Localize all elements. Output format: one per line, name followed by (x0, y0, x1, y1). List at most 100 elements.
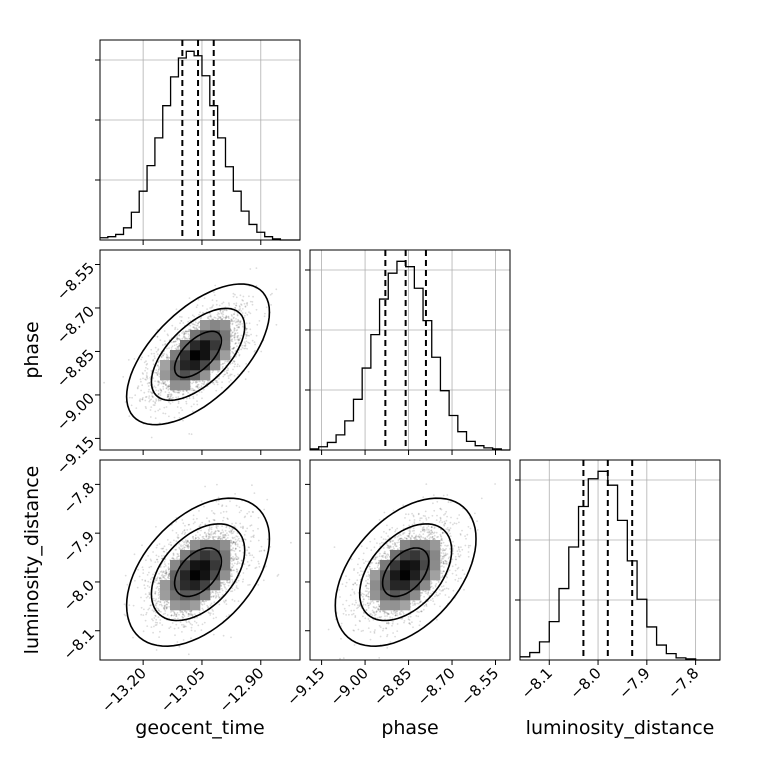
sample-point (228, 381, 231, 383)
sample-point (194, 630, 196, 632)
sample-point (231, 557, 233, 560)
sample-point (185, 402, 188, 405)
sample-point (196, 531, 199, 534)
sample-point (212, 370, 215, 372)
sample-point (170, 609, 173, 612)
sample-point (144, 369, 147, 372)
sample-point (150, 436, 153, 439)
sample-point (183, 338, 186, 340)
sample-point (230, 319, 233, 321)
sample-point (236, 338, 239, 341)
sample-point (199, 523, 202, 526)
sample-point (228, 527, 231, 529)
sample-point (220, 312, 222, 314)
sample-point (245, 322, 248, 325)
sample-point (183, 529, 186, 531)
sample-point (233, 328, 236, 331)
sample-point (177, 555, 179, 558)
sample-point (237, 334, 240, 337)
panel-background (100, 40, 300, 240)
sample-point (148, 591, 151, 594)
sample-point (176, 335, 178, 338)
sample-point (176, 346, 179, 349)
sample-point (219, 309, 222, 312)
sample-point (242, 578, 245, 581)
sample-point (156, 373, 159, 376)
sample-point (166, 354, 169, 357)
sample-point (231, 322, 234, 325)
sample-point (178, 613, 180, 616)
sample-point (164, 610, 167, 612)
sample-point (253, 492, 256, 494)
sample-point (178, 645, 181, 648)
sample-point (182, 393, 184, 395)
sample-point (180, 544, 182, 546)
sample-point (202, 380, 204, 382)
sample-point (227, 377, 230, 379)
sample-point (235, 555, 238, 557)
sample-point (196, 386, 199, 388)
sample-point (244, 314, 246, 317)
sample-point (223, 584, 226, 586)
sample-point (156, 364, 159, 367)
sample-point (162, 382, 165, 385)
sample-point (212, 382, 214, 384)
sample-point (210, 318, 213, 321)
sample-point (217, 312, 220, 314)
sample-point (184, 331, 187, 333)
sample-point (235, 304, 237, 307)
sample-point (195, 321, 197, 324)
sample-point (184, 330, 187, 333)
sample-point (231, 323, 234, 326)
sample-point (185, 400, 188, 403)
sample-point (148, 593, 151, 596)
sample-point (236, 321, 238, 323)
sample-point (183, 333, 186, 336)
sample-point (221, 302, 224, 305)
sample-point (226, 371, 228, 374)
sample-point (152, 597, 155, 600)
sample-point (193, 403, 195, 406)
sample-point (155, 525, 157, 528)
density-cell (210, 330, 221, 341)
density-cell (220, 320, 231, 331)
sample-point (183, 625, 186, 628)
sample-point (218, 596, 221, 599)
sample-point (159, 577, 161, 580)
sample-point (160, 389, 162, 392)
sample-point (158, 577, 161, 579)
sample-point (217, 315, 220, 318)
sample-point (230, 356, 232, 358)
sample-point (236, 365, 239, 368)
sample-point (167, 575, 170, 578)
sample-point (167, 395, 170, 398)
sample-point (172, 340, 175, 343)
sample-point (231, 522, 234, 525)
sample-point (239, 549, 241, 552)
sample-point (159, 399, 162, 402)
sample-point (170, 397, 173, 400)
sample-point (238, 354, 241, 357)
sample-point (248, 583, 251, 586)
sample-point (236, 324, 239, 327)
sample-point (233, 320, 236, 322)
sample-point (154, 417, 157, 420)
sample-point (188, 337, 191, 340)
sample-point (168, 347, 170, 349)
sample-point (223, 362, 226, 364)
sample-point (234, 543, 237, 546)
sample-point (207, 315, 210, 318)
density-cell (220, 340, 231, 351)
sample-point (199, 317, 202, 320)
sample-point (231, 598, 234, 601)
sample-point (186, 541, 188, 544)
sample-point (164, 391, 167, 393)
sample-point (266, 538, 269, 541)
sample-point (185, 611, 188, 614)
sample-point (235, 581, 238, 584)
sample-point (255, 308, 258, 311)
sample-point (139, 398, 142, 400)
sample-point (188, 614, 191, 616)
sample-point (219, 316, 222, 319)
sample-point (207, 532, 210, 535)
